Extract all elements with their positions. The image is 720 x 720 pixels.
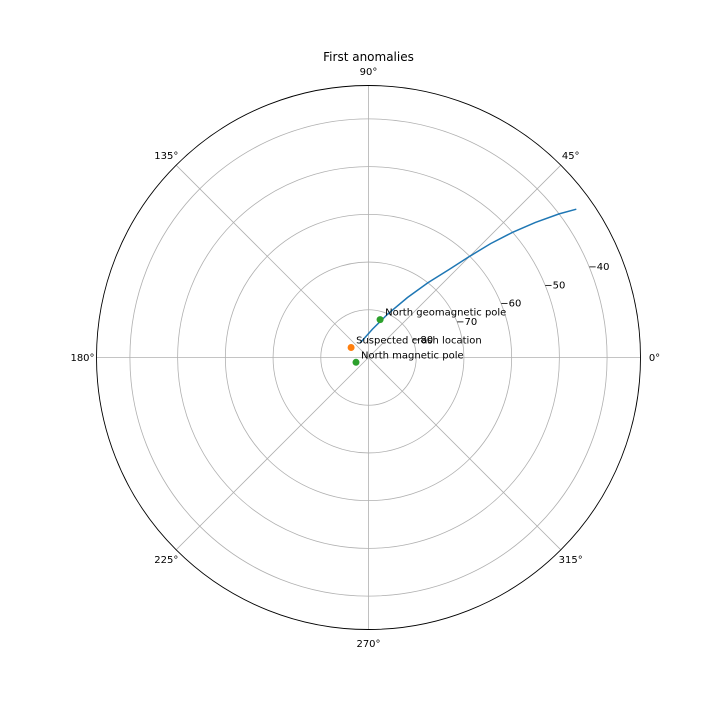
angular-tick-label: 180°	[70, 353, 94, 364]
radial-tick-label: −60	[500, 299, 521, 310]
radial-gridline	[129, 118, 608, 597]
angular-tick-label: 270°	[356, 639, 380, 650]
points-layer: Suspected crash location North geomagneti…	[347, 308, 506, 366]
angular-tick-label: 0°	[649, 353, 660, 364]
point-label: North magnetic pole	[361, 350, 464, 361]
angular-tick-label: 45°	[562, 151, 580, 162]
angular-gridline	[368, 164, 562, 358]
angular-tick-label: 90°	[360, 67, 378, 78]
radial-tick-label: −40	[588, 262, 609, 273]
point-marker	[347, 344, 355, 351]
angular-tick-label: 315°	[559, 555, 583, 566]
radial-gridline	[320, 309, 417, 406]
series-layer	[359, 208, 577, 344]
radial-tick-label: −50	[544, 281, 565, 292]
angular-tick-label: 225°	[154, 555, 178, 566]
chart-title: First anomalies	[323, 50, 414, 64]
radial-tick-label: −80	[412, 335, 433, 346]
angular-gridline	[175, 164, 369, 358]
point-label: Suspected crash location	[356, 336, 482, 347]
point-label: North geomagnetic pole	[385, 308, 506, 319]
radial-gridline	[224, 213, 513, 502]
point-marker	[352, 358, 360, 366]
radial-gridline	[272, 261, 465, 454]
radial-tick-label: −70	[456, 317, 477, 328]
polar-frame	[96, 85, 641, 630]
radial-gridline	[177, 166, 560, 549]
trajectory-line	[359, 208, 577, 344]
angular-gridline	[175, 357, 369, 551]
point-marker	[376, 316, 384, 324]
angular-gridline	[368, 357, 562, 551]
angular-tick-label: 135°	[154, 151, 178, 162]
tick-labels: 0° 45° 90° 135° 180° 225° 270° 315° −80 −70 −60 −50…	[70, 67, 660, 650]
grid	[96, 85, 641, 630]
